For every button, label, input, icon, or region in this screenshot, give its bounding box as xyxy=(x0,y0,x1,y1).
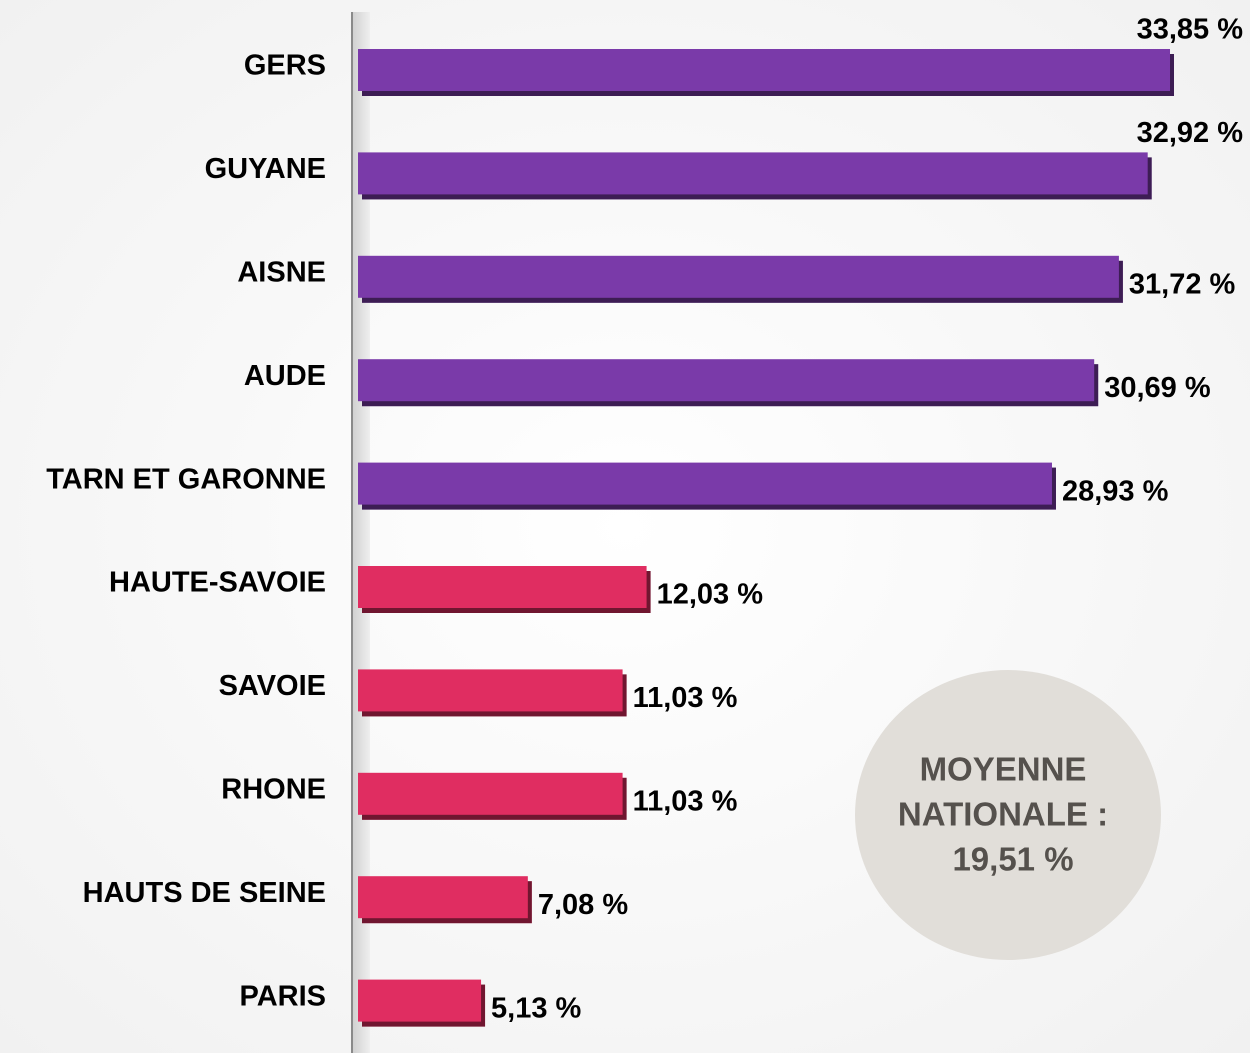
bar xyxy=(358,359,1095,402)
bar xyxy=(358,566,647,608)
value-label: 12,03 % xyxy=(657,579,764,611)
bar xyxy=(358,152,1148,195)
annotation-line: 19,51 % xyxy=(952,841,1073,878)
value-label: 30,69 % xyxy=(1104,372,1211,404)
annotation-line: MOYENNE xyxy=(920,751,1087,788)
bar xyxy=(358,255,1119,298)
annotation-line: NATIONALE : xyxy=(898,796,1108,833)
value-label: 11,03 % xyxy=(633,682,738,714)
value-label: 32,92 % xyxy=(1137,117,1244,149)
value-label: 7,08 % xyxy=(538,889,628,921)
category-label: RHONE xyxy=(221,773,326,805)
bar xyxy=(358,49,1170,91)
bar xyxy=(358,462,1052,505)
category-label: HAUTS DE SEINE xyxy=(83,877,326,909)
value-label: 5,13 % xyxy=(491,992,581,1024)
category-label: GERS xyxy=(244,50,326,82)
value-label: 31,72 % xyxy=(1129,268,1236,300)
bar xyxy=(358,876,528,919)
category-label: AISNE xyxy=(237,256,326,288)
bar xyxy=(358,772,623,815)
value-label: 11,03 % xyxy=(633,785,738,817)
annotation-circle xyxy=(855,670,1161,960)
bar xyxy=(358,669,623,712)
value-label: 33,85 % xyxy=(1137,14,1244,46)
bar xyxy=(358,979,482,1022)
value-label: 28,93 % xyxy=(1062,475,1169,507)
category-label: SAVOIE xyxy=(219,670,326,702)
category-label: GUYANE xyxy=(205,153,326,185)
category-label: TARN ET GARONNE xyxy=(46,463,326,495)
category-label: AUDE xyxy=(244,360,326,392)
category-label: HAUTE-SAVOIE xyxy=(109,567,326,599)
category-label: PARIS xyxy=(240,980,326,1012)
